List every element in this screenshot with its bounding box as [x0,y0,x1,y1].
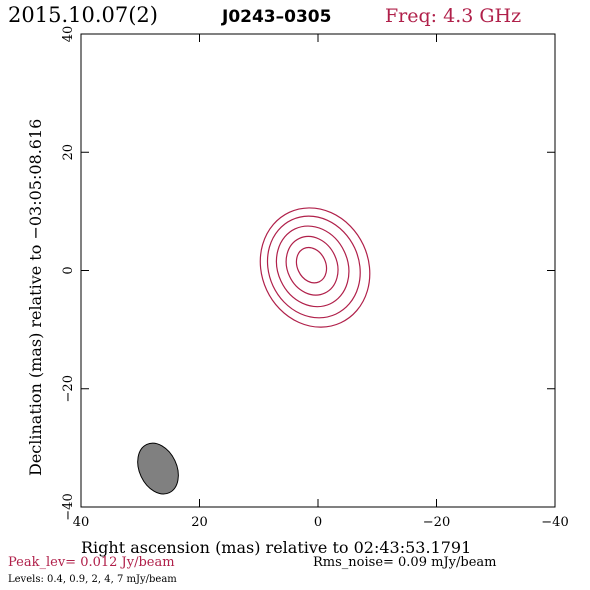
frequency-label: Freq: 4.3 GHz [385,5,521,27]
contour-level [275,225,350,308]
observation-date: 2015.10.07(2) [8,3,158,27]
axis-tick-labels: 40 20 0 −20 −40 −40 −20 0 20 40 [61,26,569,530]
contour-level [266,215,361,319]
plot-frame [80,33,556,508]
y-tick-label: −20 [61,375,76,402]
x-tick-label: 40 [73,515,90,530]
beam-ellipse-group [137,442,179,495]
contour-level [285,235,339,296]
contour-lines [259,207,371,328]
peak-level: Peak_lev= 0.012 Jy/beam [8,555,175,570]
x-tick-label: −20 [423,515,450,530]
x-tick-label: −40 [541,515,568,530]
source-name: J0243–0305 [221,7,331,27]
x-tick-label: 20 [191,515,208,530]
x-axis-label: Right ascension (mas) relative to 02:43:… [81,538,471,557]
y-tick-label: 40 [61,26,76,43]
y-tick-label: 0 [61,266,76,274]
contour-level [259,207,371,328]
rms-noise: Rms_noise= 0.09 mJy/beam [313,555,496,570]
y-tick-label: −40 [61,493,76,520]
beam-ellipse [137,442,179,495]
axis-ticks [80,33,556,508]
contour-level [295,246,328,284]
y-axis-label: Declination (mas) relative to −03:05:08.… [26,119,45,476]
contour-levels: Levels: 0.4, 0.9, 2, 4, 7 mJy/beam [8,574,177,585]
y-tick-label: 20 [61,144,76,161]
x-tick-label: 0 [314,515,322,530]
